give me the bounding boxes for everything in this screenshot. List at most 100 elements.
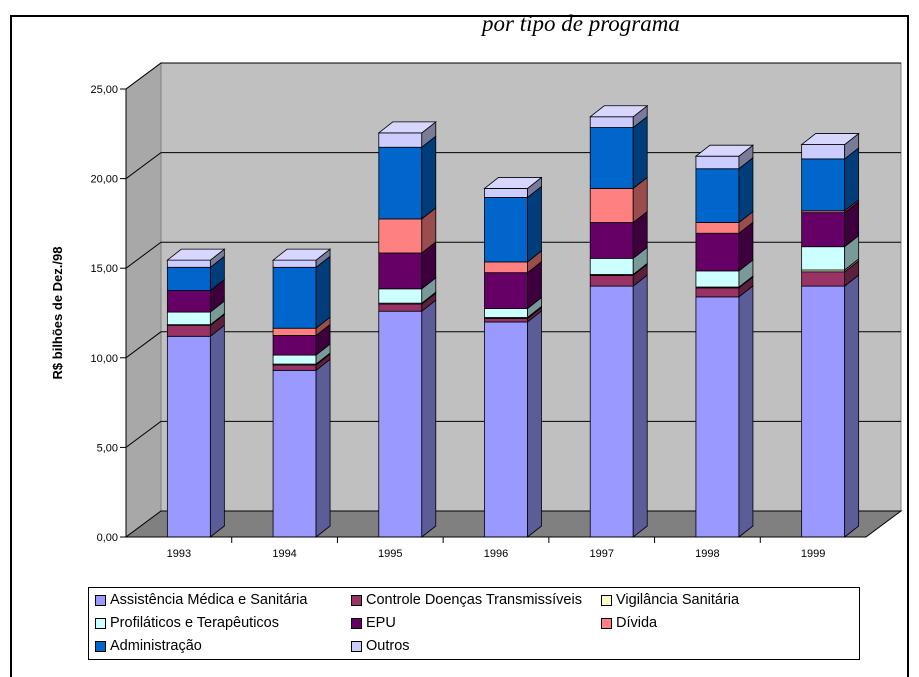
bar-segment-front [484,308,528,318]
bar-stack [800,132,860,538]
legend-swatch [601,594,612,606]
y-tick-label: 10,00 [90,353,118,365]
bar-segment-front [589,257,634,275]
bar-segment-front [484,321,528,538]
bar-segment-front [589,188,634,223]
bar-segment-front [378,288,423,304]
x-tick-label: 1999 [801,548,825,560]
bar-segment [378,135,437,220]
y-tick-label: 25,00 [90,84,118,96]
bar-segment-front [378,218,423,254]
bar-segment [272,358,331,538]
legend-label: Dívida [616,615,658,631]
bar-top [589,105,649,118]
bar-segment [801,200,860,248]
bar-segment-front [272,369,317,538]
x-tick-label: 1994 [272,548,296,560]
legend-item: Profiláticos e Terapêuticos [95,615,279,631]
bar-segment-side [421,299,437,538]
legend-item: Controle Doenças Transmissíveis [351,592,582,608]
bar-segment [695,285,754,538]
legend-swatch [95,640,106,652]
bar-segment [801,274,860,538]
bar-segment [484,185,542,263]
bar-segment-front [589,285,634,538]
bar-stack [271,248,332,538]
bar-segment [589,210,648,260]
legend-label: Profiláticos e Terapêuticos [110,615,279,631]
bar-segment-front [695,222,740,234]
bar-segment-front [272,354,317,365]
axes: 0,00 5,00 10,00 15,00 20,00 25,00 R$ bilhões d… [50,84,866,560]
y-tick-label: 5,00 [97,442,118,454]
x-tick-label: 1997 [589,548,613,560]
bar-segment-front [801,158,846,212]
legend-swatch [95,594,106,606]
bar-segment-front [166,335,211,538]
legend-label: Outros [366,638,410,654]
x-tick-label: 1998 [695,548,719,560]
bar-segment-front [484,261,528,274]
legend-label: EPU [366,615,396,631]
bar-segment [695,156,754,224]
gridlines [125,62,901,448]
bar-segment-front [589,222,634,259]
y-tick-label: 15,00 [90,263,118,275]
bar-stack [483,176,543,538]
bar-segment-side [315,255,331,330]
bar-stack [589,104,649,538]
chart-frame: por tipo de programa [10,11,909,677]
legend-item: Assistência Médica e Sanitária [95,592,307,608]
bar-segment-front [801,212,846,248]
bar-segment-side [527,185,542,263]
bar-segment-front [378,146,423,220]
bar-segment-front [378,132,423,148]
bar-segment-front [589,116,634,128]
gridline [125,152,901,180]
bar-segment-front [695,155,740,170]
bar-segment [695,144,754,170]
x-tick-label: 1993 [167,548,191,560]
bar-segment [589,274,648,538]
side-wall [125,62,162,538]
bar-stack [694,144,755,538]
y-tick-label: 20,00 [90,174,118,186]
gridline [125,241,901,269]
bar-segment-front [166,290,211,313]
bar-segment [484,310,542,538]
bar-segment [801,132,860,160]
gridline [125,62,901,90]
bar-segment-front [272,266,317,329]
bar-segment-front [272,364,317,371]
bar-segment-front [801,144,846,160]
bar-segment-front [589,274,634,287]
bar-top [694,144,755,157]
legend-item: EPU [351,615,396,631]
bar-segment-front [378,310,423,538]
x-tick-label: 1996 [484,548,508,560]
bar-top [800,133,860,145]
legend-swatch [95,617,106,629]
bar-segment-front [166,266,211,291]
legend-swatch [601,617,612,629]
legend-label: Assistência Médica e Sanitária [110,592,308,608]
bar-segment [484,260,542,310]
bar-top [166,248,226,261]
bar-segment [589,246,648,276]
bar-segment [166,300,225,326]
legend-label: Vigilância Sanitária [616,592,740,608]
bar-segment-front [166,311,211,326]
bar-segment-front [484,197,528,263]
bar-segment-front [166,325,211,337]
bar-segment-front [272,334,317,356]
legend-swatch [351,594,362,606]
chart-legend: Assistência Médica e Sanitária Controle D… [88,587,860,660]
bar-segment-front [695,270,740,288]
bar-segment-front [589,127,634,189]
bar-segment-side [844,274,860,538]
bar-segment [272,323,331,356]
bars [166,104,860,538]
bar-segment-front [166,259,211,268]
legend-swatch [351,617,362,629]
gridline [125,420,901,448]
